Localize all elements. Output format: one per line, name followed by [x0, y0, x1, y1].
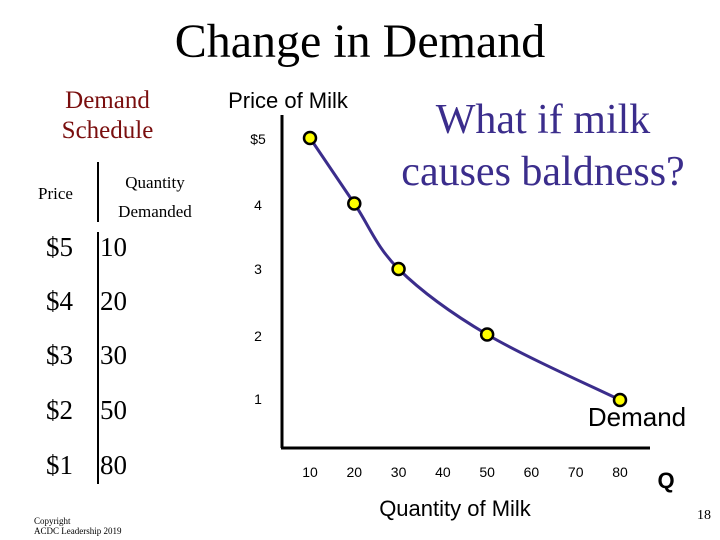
x-tick-label: 80 [612, 464, 628, 480]
schedule-row-price: $3 [46, 340, 73, 370]
y-axis-label: Price of Milk [228, 88, 349, 113]
x-tick-label: 40 [435, 464, 451, 480]
schedule-row-price: $5 [46, 232, 73, 262]
schedule-row-price: $1 [46, 450, 73, 480]
x-tick-label: 60 [524, 464, 540, 480]
x-axis-label: Quantity of Milk [379, 496, 532, 521]
y-tick-label: 2 [254, 328, 262, 344]
schedule-row-qty: 30 [100, 340, 127, 370]
schedule-row-qty: 50 [100, 395, 127, 425]
question-line1: What if milk [435, 97, 651, 143]
demand-point [479, 327, 495, 342]
demand-point [347, 196, 362, 211]
demand-point [391, 261, 406, 277]
series-label-demand: Demand [588, 402, 686, 432]
quantity-header-line2: Demanded [118, 202, 192, 221]
y-tick-label: 3 [254, 261, 262, 277]
demand-point [612, 392, 628, 408]
demand-point [302, 130, 318, 146]
schedule-title-line1: Demand [65, 87, 150, 114]
page-number: 18 [697, 508, 711, 523]
y-tick-label: 1 [254, 391, 262, 407]
y-tick-label: 4 [254, 197, 262, 213]
schedule-row-price: $4 [46, 286, 73, 316]
schedule-row-qty: 20 [100, 286, 127, 316]
schedule-row-price: $2 [46, 395, 73, 425]
quantity-column-header: Quantity Demanded [105, 168, 205, 226]
schedule-title: Demand Schedule [40, 86, 175, 146]
y-tick-label: $5 [250, 131, 266, 147]
x-tick-label: 50 [479, 464, 495, 480]
question-line2: causes baldness? [401, 149, 685, 195]
copyright-line2: ACDC Leadership 2019 [34, 526, 122, 536]
page-title: Change in Demand [174, 15, 546, 68]
schedule-title-line2: Schedule [61, 117, 154, 144]
question-text: What if milk causes baldness? [378, 94, 708, 198]
x-tick-label: 30 [391, 464, 407, 480]
x-tick-label: 10 [302, 464, 318, 480]
table-divider [97, 232, 99, 484]
copyright-notice: Copyright ACDC Leadership 2019 [34, 516, 122, 536]
schedule-row-qty: 10 [100, 232, 127, 262]
schedule-row-qty: 80 [100, 450, 127, 480]
x-tick-label: 70 [568, 464, 584, 480]
quantity-header-line1: Quantity [125, 173, 185, 192]
demand-curve [308, 137, 621, 402]
x-tick-label: 20 [346, 464, 362, 480]
copyright-line1: Copyright [34, 516, 71, 526]
header-divider [97, 162, 99, 222]
x-axis-letter: Q [657, 468, 674, 493]
price-column-header: Price [38, 184, 73, 203]
